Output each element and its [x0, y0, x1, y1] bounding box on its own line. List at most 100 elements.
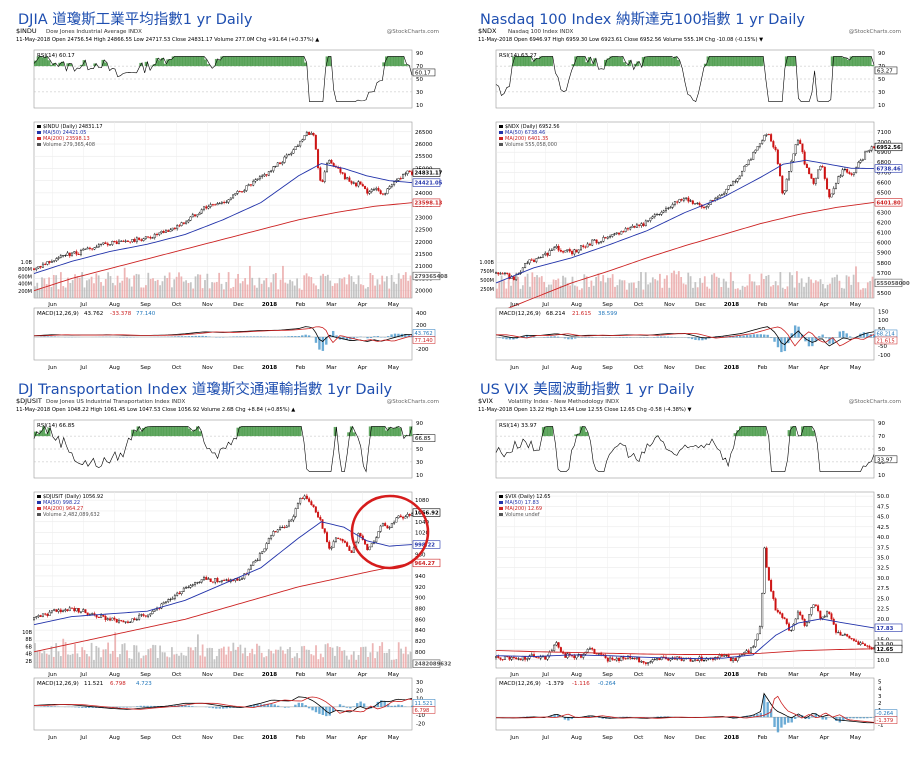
rsi-overbought-fill: [34, 60, 37, 67]
volume-bar: [336, 646, 339, 668]
rsi-overbought-fill: [633, 63, 637, 67]
month-label: Oct: [634, 365, 644, 371]
price-candle: [339, 168, 342, 173]
price-candle: [198, 212, 201, 215]
price-candle: [254, 179, 257, 182]
macd-histogram-bar: [766, 334, 769, 338]
rsi-overbought-fill: [42, 426, 46, 437]
volume-bar: [312, 283, 315, 298]
price-candle: [180, 591, 183, 595]
price-candle: [124, 621, 127, 623]
price-candle: [814, 177, 817, 184]
month-label: Apr: [358, 302, 368, 308]
rsi-overbought-fill: [652, 56, 656, 67]
rsi-overbought-fill: [104, 62, 108, 67]
price-candle: [667, 207, 670, 209]
rsi-overbought-fill: [385, 56, 388, 67]
macd-histogram-bar: [263, 704, 266, 707]
macd-histogram-bar: [780, 337, 783, 353]
volume-bar: [215, 656, 218, 668]
quote-line: 11-May-2018 Open 1048.22 High 1061.45 Lo…: [16, 407, 295, 413]
djia-chart: $INDU Dow Jones Industrial Average INDX @S…: [16, 27, 448, 371]
price-candle: [97, 616, 100, 618]
price-tick-label: 1040: [415, 520, 429, 526]
volume-bar: [590, 280, 593, 298]
volume-bar: [230, 651, 232, 668]
chart-panel-vix: US VIX 美國波動指數 1 yr Daily $VIX Volatility …: [476, 380, 916, 750]
volume-bar: [227, 646, 230, 668]
price-candle: [642, 223, 645, 226]
volume-bar: [211, 648, 213, 668]
price-candle: [348, 546, 351, 551]
macd-histogram-bar: [749, 334, 752, 338]
rsi-overbought-fill: [582, 56, 586, 67]
rsi-overbought-fill: [730, 56, 734, 67]
volume-bar: [119, 654, 121, 668]
price-candle: [50, 610, 53, 613]
month-label: Oct: [634, 735, 644, 741]
volume-bar: [331, 285, 334, 298]
month-label: Oct: [634, 302, 644, 308]
price-candle: [562, 251, 565, 253]
volume-bar: [732, 280, 735, 298]
chart-heading: DJIA 道瓊斯工業平均指數1 yr Daily: [18, 12, 253, 28]
volume-bar: [43, 278, 46, 298]
volume-bar: [239, 644, 242, 668]
price-candle: [526, 262, 529, 264]
price-candle: [220, 201, 223, 204]
volume-bar: [718, 277, 720, 298]
rsi-overbought-fill: [247, 56, 251, 67]
volume-bar: [213, 659, 216, 668]
price-candle: [386, 188, 389, 194]
macd-histogram-bar: [276, 705, 280, 707]
rsi-overbought-fill: [93, 63, 97, 67]
price-candle: [515, 657, 518, 660]
price-candle: [743, 165, 746, 172]
price-candle: [557, 642, 560, 648]
rsi-overbought-fill: [547, 426, 551, 437]
volume-bar: [104, 649, 107, 668]
rsi-overbought-fill: [36, 433, 40, 437]
price-candle: [557, 245, 560, 251]
macd-histogram-bar: [46, 706, 50, 707]
price-candle: [823, 166, 826, 179]
volume-bar: [362, 285, 365, 298]
price-candle: [274, 531, 277, 533]
volume-bar: [625, 289, 628, 298]
price-candle: [223, 579, 226, 581]
price-value-tag: [874, 198, 903, 207]
macd-histogram-bar: [859, 717, 862, 719]
price-candle: [194, 214, 197, 217]
volume-bar: [383, 652, 386, 668]
month-label: Feb: [296, 735, 306, 741]
price-candle: [633, 658, 636, 660]
volume-tick-label: 200M: [18, 289, 32, 295]
volume-bar: [194, 647, 197, 668]
price-candle: [305, 495, 308, 499]
rsi-overbought-fill: [152, 426, 156, 437]
price-candle: [626, 228, 629, 230]
price-candle: [808, 614, 811, 623]
macd-histogram-bar: [345, 706, 349, 708]
price-candle: [33, 617, 36, 620]
volume-bar: [388, 288, 391, 298]
rsi-overbought-fill: [277, 56, 280, 67]
price-value-tag: [412, 178, 441, 187]
price-candle: [126, 621, 129, 623]
volume-bar: [725, 281, 727, 298]
macd-value: 21.615: [572, 311, 592, 317]
price-candle: [828, 611, 831, 614]
price-candle: [649, 661, 652, 663]
rsi-overbought-fill: [155, 426, 159, 437]
month-label: Feb: [758, 735, 768, 741]
volume-bar: [607, 277, 609, 298]
volume-bar: [395, 658, 398, 668]
price-candle: [629, 227, 632, 230]
rsi-overbought-fill: [403, 435, 407, 437]
price-candle: [579, 245, 582, 251]
macd-tick-label: 100: [878, 318, 889, 324]
volume-bar: [140, 287, 143, 298]
price-candle: [667, 658, 670, 661]
rsi-overbought-fill: [725, 56, 729, 67]
price-candle: [162, 602, 165, 605]
